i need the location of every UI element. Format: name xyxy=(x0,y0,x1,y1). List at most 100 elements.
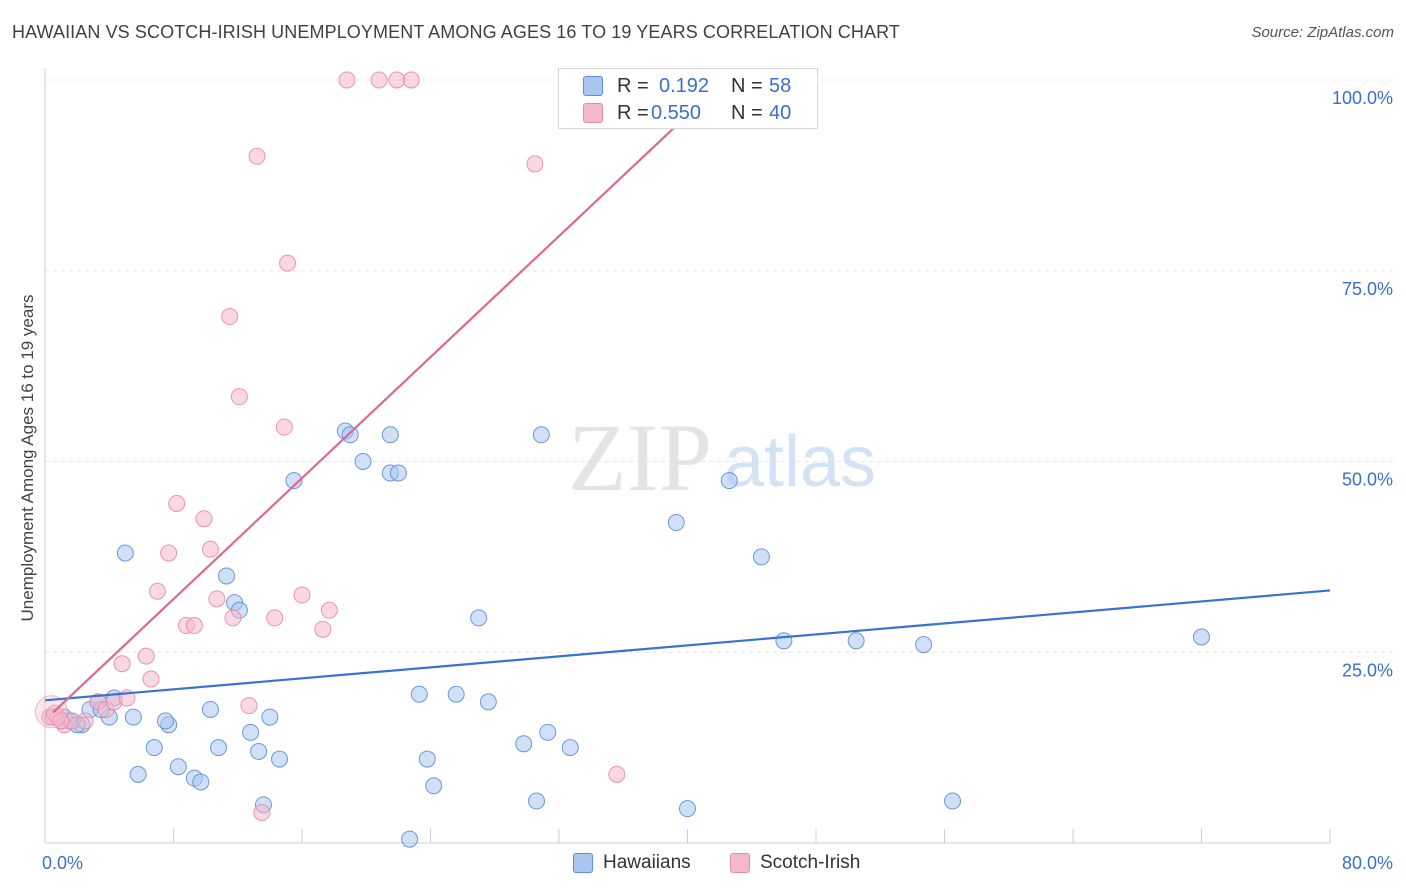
hawaiians-point-44 xyxy=(667,514,685,532)
scotch-irish-point-35 xyxy=(402,71,420,89)
hawaiians-trend-line xyxy=(44,589,1331,702)
scotch-irish-point-22 xyxy=(230,388,248,406)
hawaiians-point-20 xyxy=(242,723,260,741)
scotch-irish-point-18 xyxy=(201,540,219,558)
hawaiians-point-15 xyxy=(201,700,219,718)
hawaiians-point-57 xyxy=(156,712,174,730)
hawaiians-point-23 xyxy=(261,708,279,726)
scotch-irish-cluster-point xyxy=(34,695,68,729)
scotch-irish-points xyxy=(34,71,626,821)
scotch-irish-point-29 xyxy=(293,586,311,604)
scotch-irish-point-21 xyxy=(221,308,239,326)
legend-r-value-scotch-irish: 0.550 xyxy=(651,102,702,124)
scotch-irish-point-37 xyxy=(608,765,626,783)
scotch-irish-point-23 xyxy=(240,697,258,715)
hawaiians-point-8 xyxy=(116,544,134,562)
hawaiians-point-12 xyxy=(169,758,187,776)
hawaiians-point-43 xyxy=(561,739,579,757)
scotch-irish-point-26 xyxy=(266,609,284,627)
scotch-irish-point-33 xyxy=(370,71,388,89)
stats-legend: R = 0.192 N = 58 R = 0.550 N = 40 xyxy=(558,68,818,129)
legend-n-label: N = xyxy=(731,75,763,97)
hawaiians-point-41 xyxy=(532,426,550,444)
scotch-irish-point-19 xyxy=(208,590,226,608)
scotch-irish-point-32 xyxy=(338,71,356,89)
scotch-irish-point-24 xyxy=(248,147,266,165)
hawaiians-point-35 xyxy=(425,777,443,795)
legend-n-value-hawaiians: 58 xyxy=(769,75,792,97)
hawaiians-point-45 xyxy=(679,800,696,818)
y-tick-label-2: 75.0% xyxy=(1342,279,1393,299)
hawaiians-point-40 xyxy=(528,792,546,810)
legend-swatch-hawaiians xyxy=(583,76,603,96)
y-tick-label-1: 50.0% xyxy=(1342,470,1393,490)
hawaiians-point-14 xyxy=(192,773,210,791)
scotch-irish-point-36 xyxy=(526,155,544,173)
scotch-irish-point-16 xyxy=(185,617,203,635)
y-tick-label-0: 25.0% xyxy=(1342,660,1393,680)
hawaiians-point-17 xyxy=(218,567,236,585)
y-tick-label-3: 100.0% xyxy=(1332,88,1393,108)
hawaiians-point-38 xyxy=(479,693,497,711)
hawaiians-point-50 xyxy=(915,636,933,654)
grid-lines xyxy=(45,79,1395,653)
hawaiians-point-42 xyxy=(539,723,557,741)
bottom-legend-label-scotch-irish: Scotch-Irish xyxy=(760,852,861,873)
hawaiians-point-49 xyxy=(847,632,865,650)
hawaiians-point-28 xyxy=(354,453,372,470)
hawaiians-point-32 xyxy=(401,830,419,848)
hawaiians-point-25 xyxy=(285,472,303,490)
watermark-zip: ZIP xyxy=(568,404,712,511)
legend-r-label: R = xyxy=(617,75,649,97)
chart-title: HAWAIIAN VS SCOTCH-IRISH UNEMPLOYMENT AM… xyxy=(12,22,900,42)
legend-n-value-scotch-irish: 40 xyxy=(769,102,792,124)
hawaiians-point-21 xyxy=(250,742,268,760)
bottom-legend-swatch-scotch-irish xyxy=(730,853,750,873)
watermark-atlas: atlas xyxy=(724,422,876,502)
hawaiians-point-39 xyxy=(515,735,533,753)
scotch-irish-point-30 xyxy=(314,620,332,638)
scotch-irish-point-20 xyxy=(224,609,242,627)
scotch-irish-point-13 xyxy=(160,544,178,562)
hawaiians-point-33 xyxy=(410,685,428,703)
scotch-irish-point-25 xyxy=(253,803,271,821)
trend-lines xyxy=(44,117,1331,714)
hawaiians-point-10 xyxy=(145,739,163,757)
scotch-irish-point-4 xyxy=(76,712,94,730)
hawaiians-point-31 xyxy=(389,464,407,482)
scotch-irish-point-31 xyxy=(320,601,338,619)
tick-labels: 25.0% 50.0% 75.0% 100.0% 0.0% 80.0% xyxy=(42,88,1393,873)
scotch-irish-point-10 xyxy=(137,647,155,665)
x-tick-label-0: 0.0% xyxy=(42,853,83,873)
hawaiians-point-34 xyxy=(418,750,436,768)
scotch-irish-point-12 xyxy=(148,582,166,600)
scotch-irish-point-9 xyxy=(113,655,131,673)
bottom-legend-label-hawaiians: Hawaiians xyxy=(603,852,691,873)
hawaiians-point-46 xyxy=(720,472,738,490)
source-label: Source: ZipAtlas.com xyxy=(1251,24,1394,41)
x-tick-label-1: 80.0% xyxy=(1342,853,1393,873)
scotch-irish-point-39 xyxy=(52,712,70,730)
hawaiians-point-51 xyxy=(944,792,962,810)
scotch-irish-point-14 xyxy=(168,494,186,512)
scotch-irish-point-28 xyxy=(279,254,297,272)
hawaiians-point-29 xyxy=(381,426,399,444)
hawaiians-point-27 xyxy=(341,426,359,444)
legend-swatch-scotch-irish xyxy=(583,103,603,123)
hawaiians-point-7 xyxy=(124,708,142,726)
scotch-irish-point-11 xyxy=(142,670,160,688)
bottom-legend-swatch-hawaiians xyxy=(573,853,593,873)
legend-r-label: R = xyxy=(617,102,649,124)
hawaiians-point-37 xyxy=(470,609,488,627)
hawaiians-point-48 xyxy=(775,632,793,650)
hawaiians-point-9 xyxy=(129,765,147,783)
scotch-irish-point-34 xyxy=(388,71,406,89)
scotch-irish-trend-line xyxy=(52,117,686,714)
hawaiians-point-52 xyxy=(1193,628,1210,646)
hawaiians-point-36 xyxy=(447,685,465,703)
legend-n-label: N = xyxy=(731,102,763,124)
scotch-irish-point-17 xyxy=(195,510,213,528)
hawaiians-point-24 xyxy=(271,750,289,768)
hawaiians-point-16 xyxy=(209,739,227,757)
